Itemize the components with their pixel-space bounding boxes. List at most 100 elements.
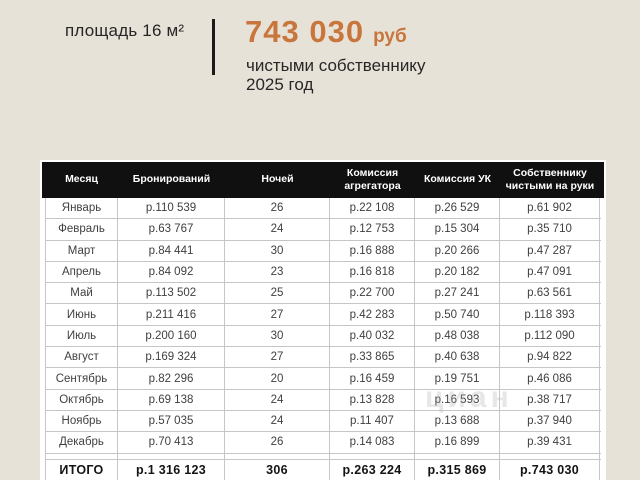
column-header: Собственнику чистыми на руки <box>505 166 595 192</box>
total-amount-value: 743 030 <box>245 14 365 49</box>
table-row: Март р.84 441 30 р.16 888 р.20 266 р.47 287 <box>45 240 601 262</box>
table-row: Июнь р.211 416 27 р.42 283 р.50 740 р.118 393 <box>45 304 601 326</box>
table-cell: 26 <box>225 432 330 453</box>
table-cell: р.39 431 <box>500 432 600 453</box>
table-cell: Июль <box>45 325 118 347</box>
table-row: Январь р.110 539 26 р.22 108 р.26 529 р.61 90… <box>45 198 601 220</box>
table-cell: р.70 413 <box>118 432 225 453</box>
table-body: Январь р.110 539 26 р.22 108 р.26 529 р.61 90… <box>45 198 601 480</box>
vertical-divider <box>212 19 215 75</box>
table-cell: Октябрь <box>45 389 118 410</box>
table-cell: р.33 865 <box>330 347 415 368</box>
totals-cell: р.743 030 <box>500 459 600 480</box>
table-cell: Август <box>45 347 118 368</box>
column-header: Месяц <box>65 173 98 186</box>
total-amount-currency: руб <box>373 26 407 47</box>
table-row: Апрель р.84 092 23 р.16 818 р.20 182 р.47 091 <box>45 261 601 284</box>
spacer-cell <box>45 453 118 459</box>
table-cell: р.16 593 <box>415 389 500 410</box>
table-cell: р.16 899 <box>415 432 500 453</box>
area-label: площадь 16 м² <box>65 21 185 40</box>
column-header: Ночей <box>261 173 294 186</box>
table-cell: р.13 828 <box>330 389 415 410</box>
table-cell: р.12 753 <box>330 219 415 240</box>
table-cell: 23 <box>225 261 330 283</box>
table-cell: р.20 182 <box>415 261 500 283</box>
table-cell: Ноябрь <box>45 410 118 432</box>
table-cell: Январь <box>45 198 118 219</box>
table-cell: Май <box>45 283 118 304</box>
table-cell: р.40 032 <box>330 325 415 347</box>
table-cell: р.16 888 <box>330 240 415 261</box>
table-cell: р.48 038 <box>415 325 500 347</box>
amount-subtitle: чистыми собственнику 2025 год <box>246 56 425 94</box>
table-row: Август р.169 324 27 р.33 865 р.40 638 р.94 82… <box>45 347 601 369</box>
table-row: Декабрь р.70 413 26 р.14 083 р.16 899 р.39 43… <box>45 432 601 454</box>
table-cell: р.16 459 <box>330 368 415 389</box>
totals-cell: 306 <box>225 459 330 480</box>
column-header: Бронирований <box>132 173 211 186</box>
spacer-cell <box>500 453 600 459</box>
table-cell: р.46 086 <box>500 368 600 389</box>
table-cell: 25 <box>225 283 330 304</box>
table-cell: р.112 090 <box>500 325 600 347</box>
column-header: Комиссия УК <box>423 173 492 186</box>
table-cell: р.169 324 <box>118 347 225 368</box>
table-cell: р.118 393 <box>500 304 600 325</box>
table-cell: 30 <box>225 240 330 261</box>
table-cell: р.13 688 <box>415 410 500 432</box>
table-cell: Сентябрь <box>45 368 118 389</box>
table-cell: р.82 296 <box>118 368 225 389</box>
table-cell: р.19 751 <box>415 368 500 389</box>
table-cell: р.47 091 <box>500 261 600 283</box>
table-row: Июль р.200 160 30 р.40 032 р.48 038 р.112 090 <box>45 325 601 348</box>
table-cell: р.57 035 <box>118 410 225 432</box>
total-amount: 743 030 руб <box>245 14 407 50</box>
table-row: Май р.113 502 25 р.22 700 р.27 241 р.63 561 <box>45 283 601 305</box>
table-cell: 30 <box>225 325 330 347</box>
table-cell: Июнь <box>45 304 118 325</box>
table-cell: р.37 940 <box>500 410 600 432</box>
table-cell: 24 <box>225 410 330 432</box>
table-cell: р.200 160 <box>118 325 225 347</box>
table-cell: 24 <box>225 389 330 410</box>
totals-row: ИТОГО р.1 316 123 306 р.263 224 р.315 869 р.7… <box>45 459 601 480</box>
table-cell: р.35 710 <box>500 219 600 240</box>
column-header: Комиссия агрегатора <box>344 166 401 192</box>
table-header-row: Месяц Бронирований Ночей Комиссия агрегатор… <box>42 162 604 198</box>
revenue-table: Месяц Бронирований Ночей Комиссия агрегатор… <box>40 160 606 480</box>
table-cell: р.84 092 <box>118 261 225 283</box>
spacer-row <box>45 453 601 460</box>
table-cell: р.14 083 <box>330 432 415 453</box>
table-row: Февраль р.63 767 24 р.12 753 р.15 304 р.35 71… <box>45 219 601 241</box>
table-cell: р.11 407 <box>330 410 415 432</box>
table-cell: р.16 818 <box>330 261 415 283</box>
spacer-cell <box>415 453 500 459</box>
table-cell: 26 <box>225 198 330 219</box>
table-cell: р.84 441 <box>118 240 225 261</box>
table-cell: р.40 638 <box>415 347 500 368</box>
table-cell: р.69 138 <box>118 389 225 410</box>
table-cell: р.113 502 <box>118 283 225 304</box>
table-cell: 27 <box>225 304 330 325</box>
spacer-cell <box>118 453 225 459</box>
table-cell: Декабрь <box>45 432 118 453</box>
totals-cell: р.263 224 <box>330 459 415 480</box>
totals-cell: ИТОГО <box>45 459 118 480</box>
table-cell: р.63 561 <box>500 283 600 304</box>
totals-cell: р.315 869 <box>415 459 500 480</box>
spacer-cell <box>330 453 415 459</box>
table-cell: р.22 108 <box>330 198 415 219</box>
table-row: Ноябрь р.57 035 24 р.11 407 р.13 688 р.37 940 <box>45 410 601 433</box>
table-cell: р.38 717 <box>500 389 600 410</box>
table-cell: р.50 740 <box>415 304 500 325</box>
amount-subtitle-line1: чистыми собственнику <box>246 56 426 75</box>
table-cell: р.20 266 <box>415 240 500 261</box>
table-cell: Март <box>45 240 118 261</box>
table-cell: р.22 700 <box>330 283 415 304</box>
table-cell: р.47 287 <box>500 240 600 261</box>
table-cell: Февраль <box>45 219 118 240</box>
table-cell: р.61 902 <box>500 198 600 219</box>
table-cell: р.94 822 <box>500 347 600 368</box>
table-cell: р.42 283 <box>330 304 415 325</box>
